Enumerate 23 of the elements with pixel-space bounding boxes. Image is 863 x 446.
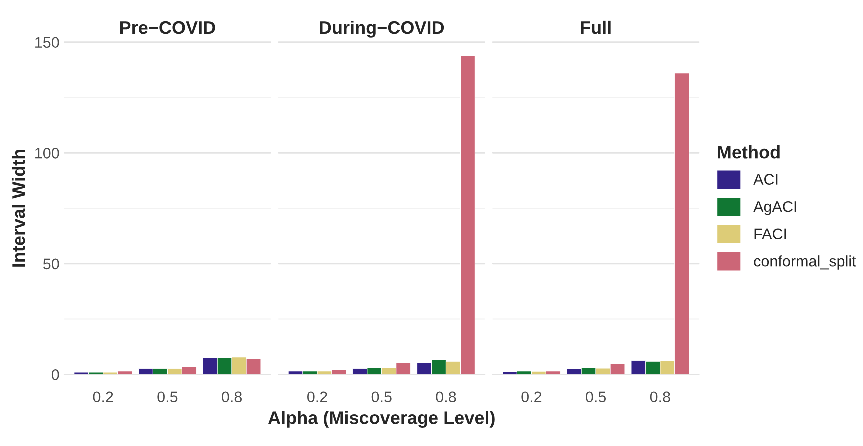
x-tick-label: 0.2 bbox=[522, 392, 542, 403]
y-tick-label: 50 bbox=[43, 258, 60, 270]
y-axis-title: Interval Width bbox=[12, 150, 26, 267]
y-tick-label: 100 bbox=[36, 148, 60, 159]
y-tick-label: 150 bbox=[36, 37, 60, 48]
x-tick-label: 0.5 bbox=[372, 392, 392, 403]
x-tick-label: 0.5 bbox=[158, 392, 178, 403]
x-tick-label: 0.8 bbox=[436, 392, 456, 403]
legend-label: AgACI bbox=[754, 201, 796, 216]
legend-label: conformal_split bbox=[754, 256, 856, 270]
x-tick-label: 0.5 bbox=[586, 392, 606, 403]
x-tick-label: 0.2 bbox=[308, 392, 328, 403]
chart-title: During−COVID bbox=[320, 20, 444, 38]
y-tick-label: 0 bbox=[52, 370, 60, 380]
chart-title: Full bbox=[581, 20, 611, 34]
legend-label: FACI bbox=[754, 228, 786, 240]
legend-label: ACI bbox=[754, 174, 778, 185]
x-tick-label: 0.8 bbox=[222, 392, 242, 403]
x-tick-label: 0.8 bbox=[650, 392, 670, 403]
chart-title: Pre−COVID bbox=[120, 21, 216, 34]
x-axis-title: Alpha (Miscoverage Level) bbox=[268, 411, 495, 428]
legend-title: Method bbox=[718, 146, 780, 159]
x-tick-label: 0.2 bbox=[93, 392, 114, 403]
